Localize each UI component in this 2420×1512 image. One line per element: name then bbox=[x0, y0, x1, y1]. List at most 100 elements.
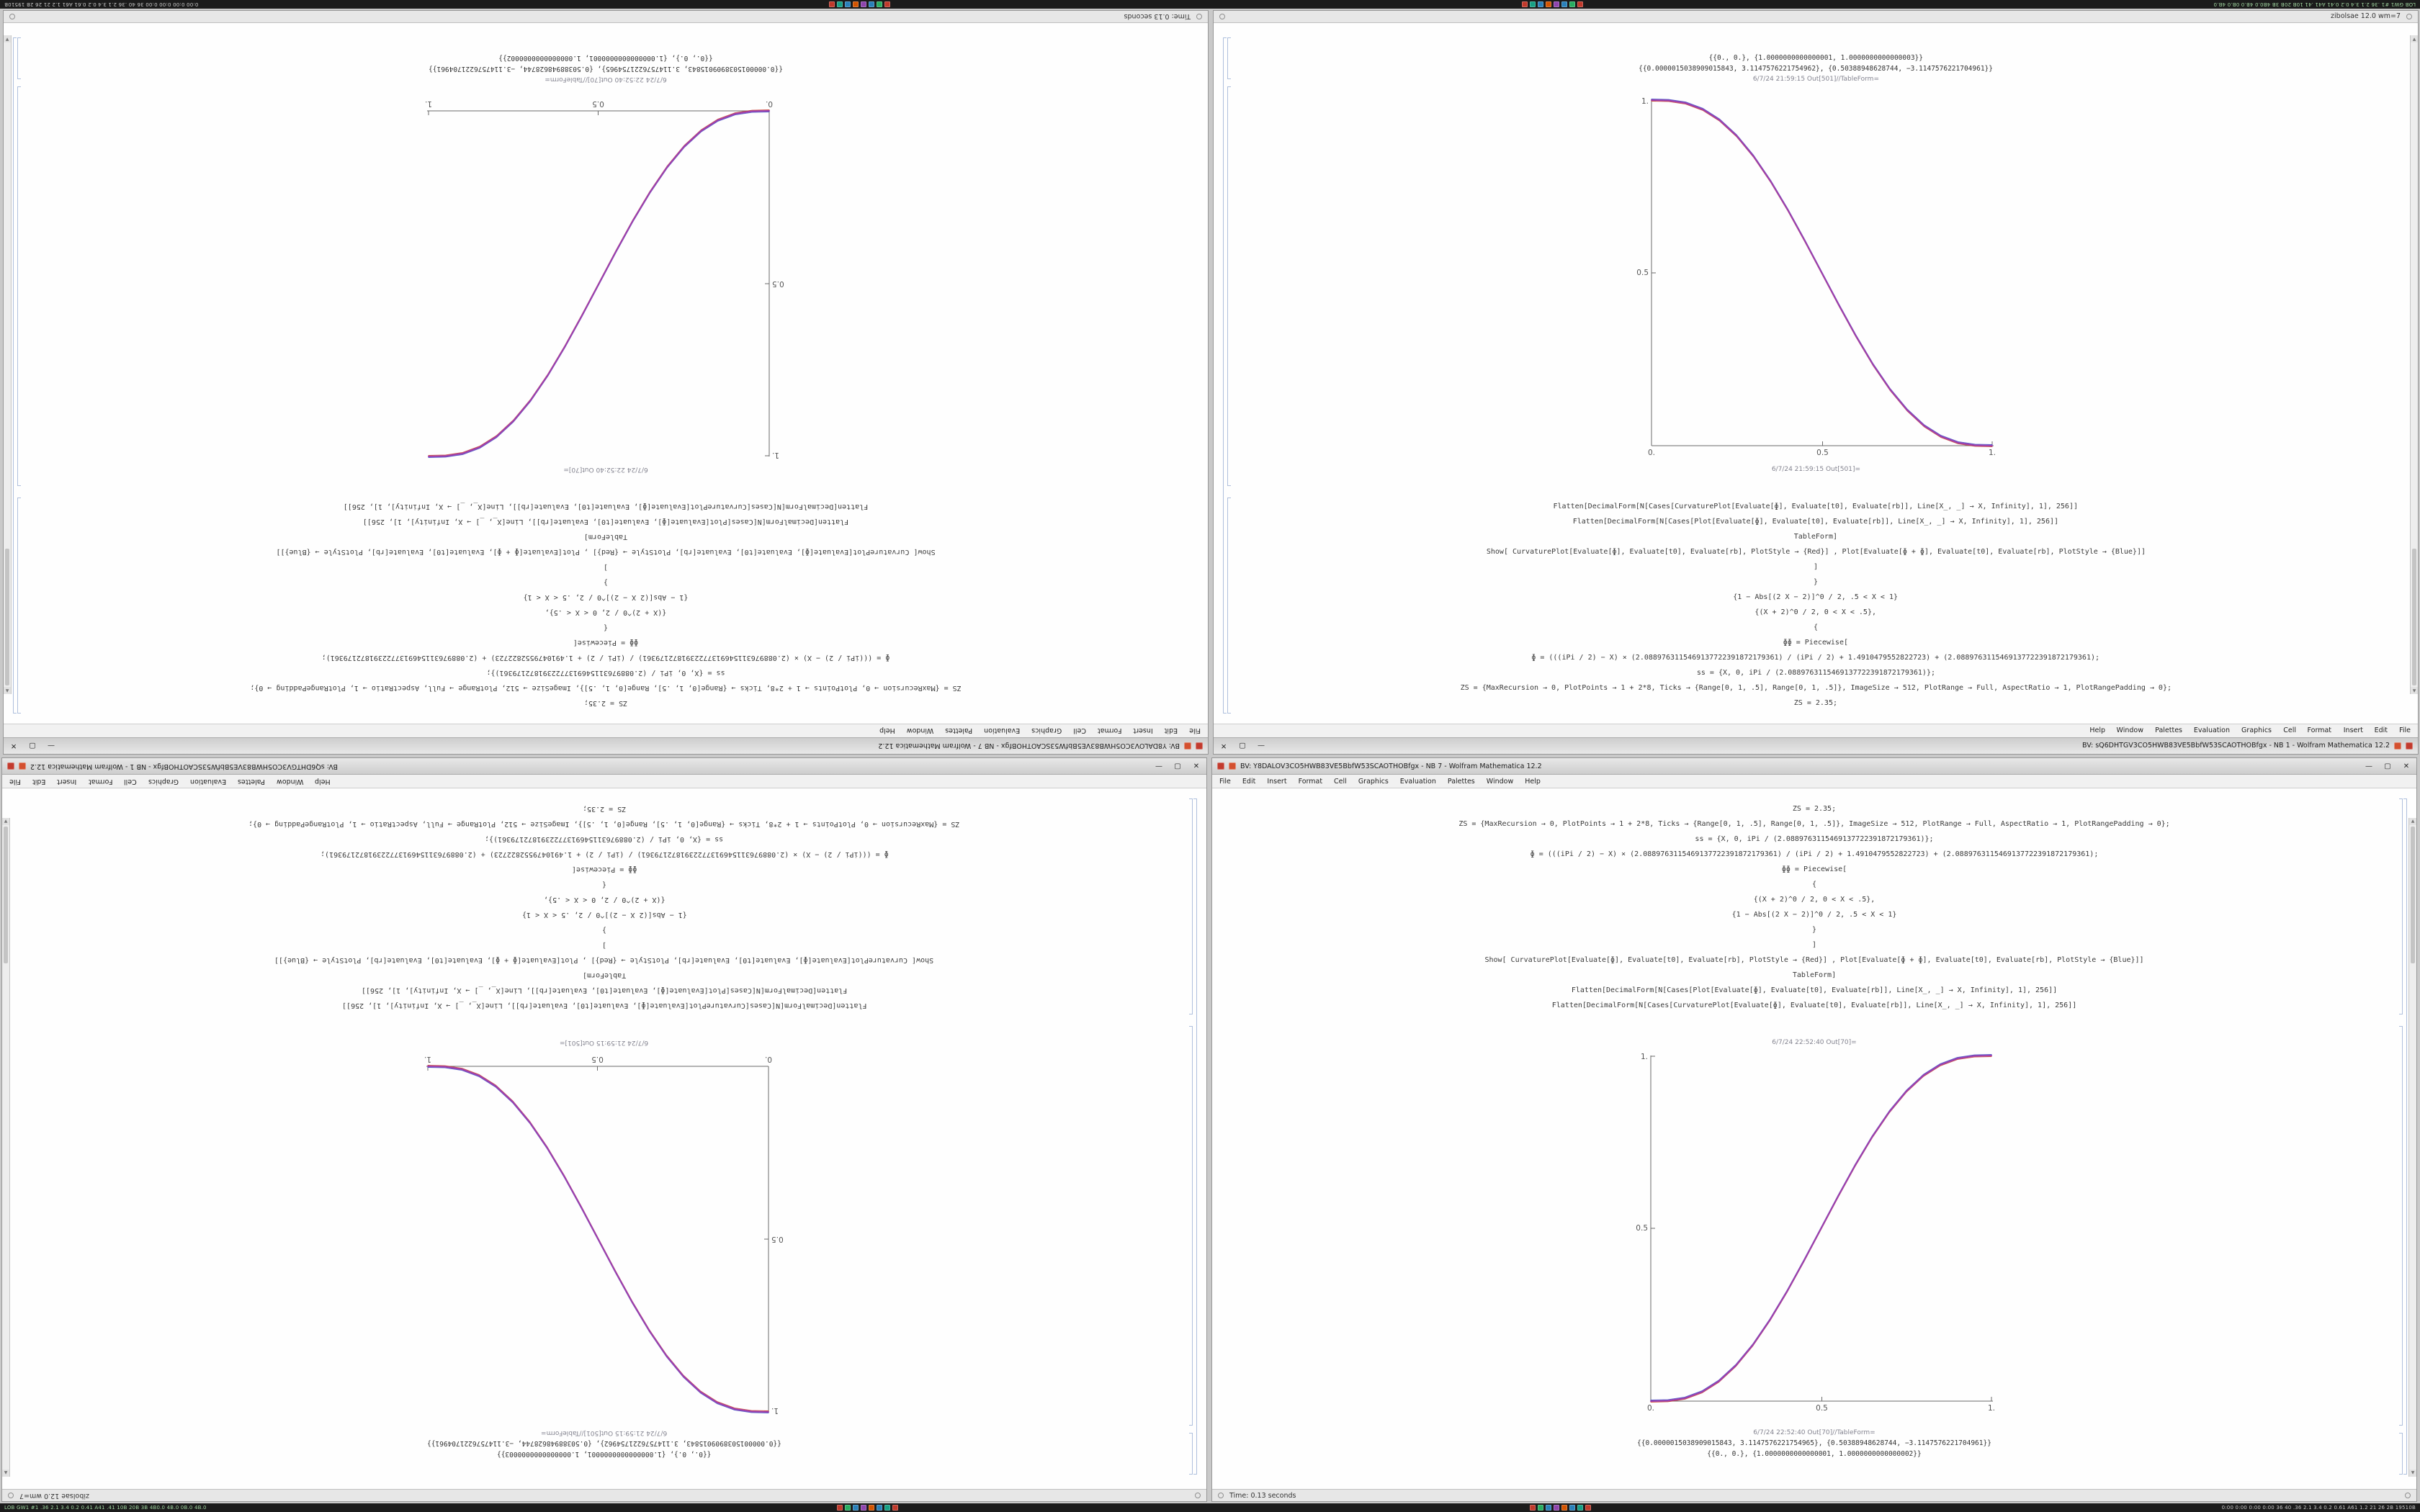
app-icon-8[interactable] bbox=[1585, 1505, 1592, 1511]
input-cell[interactable]: ZS = 2.35; ZS = {MaxRecursion → 0, PlotP… bbox=[1458, 801, 2169, 1013]
close-button[interactable]: ✕ bbox=[2403, 762, 2410, 770]
app-icon-8[interactable] bbox=[828, 1, 835, 7]
menu-item-window[interactable]: Window bbox=[906, 726, 934, 735]
cell-bracket-group[interactable] bbox=[2403, 798, 2407, 1475]
app-icon-8[interactable] bbox=[1522, 1, 1528, 7]
title-bar[interactable]: BV: Y8DALOV3CO5HWB83VE5BbfW53SCAOTHOBfgx… bbox=[1212, 758, 2416, 775]
scroll-down-arrow-icon[interactable]: ▼ bbox=[2411, 35, 2418, 42]
scroll-up-arrow-icon[interactable]: ▲ bbox=[2409, 818, 2416, 825]
menu-item-window[interactable]: Window bbox=[276, 777, 304, 786]
cell-bracket-group[interactable] bbox=[13, 37, 17, 714]
app-icon-6[interactable] bbox=[844, 1, 851, 7]
app-icon-3[interactable] bbox=[1561, 1, 1567, 7]
menu-item-file[interactable]: File bbox=[9, 777, 21, 786]
cell-bracket-input[interactable] bbox=[2399, 798, 2403, 1014]
maximize-button[interactable]: ▢ bbox=[29, 742, 36, 750]
resize-grip-icon[interactable] bbox=[1195, 1493, 1201, 1498]
app-icon-6[interactable] bbox=[877, 1505, 882, 1511]
menu-item-cell[interactable]: Cell bbox=[1334, 777, 1347, 786]
cell-bracket-table[interactable] bbox=[2399, 1433, 2403, 1475]
menu-item-file[interactable]: File bbox=[2399, 726, 2411, 735]
menu-item-insert[interactable]: Insert bbox=[1133, 726, 1153, 735]
menu-item-edit[interactable]: Edit bbox=[2374, 726, 2388, 735]
vertical-scrollbar[interactable]: ▲ ▼ bbox=[4, 35, 12, 694]
app-icon-2[interactable] bbox=[845, 1505, 851, 1511]
menu-item-evaluation[interactable]: Evaluation bbox=[984, 726, 1021, 735]
app-icon-5[interactable] bbox=[1546, 1, 1551, 7]
resize-grip-icon[interactable] bbox=[2405, 1493, 2411, 1498]
scrollbar-thumb[interactable] bbox=[4, 827, 8, 963]
app-icon-3[interactable] bbox=[853, 1505, 859, 1511]
cell-bracket-group[interactable] bbox=[1193, 798, 1197, 1475]
cell-bracket-table[interactable] bbox=[1189, 1433, 1193, 1475]
menu-item-help[interactable]: Help bbox=[879, 726, 895, 735]
cell-bracket-group[interactable] bbox=[1223, 37, 1227, 714]
app-icon-8[interactable] bbox=[892, 1505, 898, 1511]
scroll-down-arrow-icon[interactable]: ▼ bbox=[4, 35, 11, 42]
status-zoom-icon[interactable] bbox=[2406, 14, 2412, 19]
menu-item-evaluation[interactable]: Evaluation bbox=[2194, 726, 2231, 735]
menu-item-evaluation[interactable]: Evaluation bbox=[189, 777, 226, 786]
menu-item-edit[interactable]: Edit bbox=[32, 777, 46, 786]
menu-item-edit[interactable]: Edit bbox=[1242, 777, 1256, 786]
title-bar[interactable]: BV: sQ6DHTGV3CO5HWB83VE5BbfW53SCAOTHOBfg… bbox=[2, 758, 1206, 775]
app-icon-5[interactable] bbox=[869, 1505, 874, 1511]
menu-item-palettes[interactable]: Palettes bbox=[2155, 726, 2183, 735]
cell-bracket-plot[interactable] bbox=[1189, 1026, 1193, 1426]
vertical-scrollbar[interactable]: ▲ ▼ bbox=[2, 818, 10, 1477]
input-cell[interactable]: ZS = 2.35; ZS = {MaxRecursion → 0, PlotP… bbox=[1460, 499, 2171, 711]
menu-item-help[interactable]: Help bbox=[315, 777, 331, 786]
menu-item-palettes[interactable]: Palettes bbox=[237, 777, 265, 786]
app-icon-6[interactable] bbox=[1569, 1505, 1576, 1511]
app-icon-2[interactable] bbox=[1538, 1505, 1544, 1511]
menu-item-help[interactable]: Help bbox=[2089, 726, 2105, 735]
cell-bracket-plot[interactable] bbox=[2399, 1026, 2403, 1426]
app-icon-2[interactable] bbox=[876, 1, 882, 7]
cell-bracket-table[interactable] bbox=[17, 37, 21, 79]
scrollbar-thumb[interactable] bbox=[2411, 827, 2415, 963]
cell-bracket-table[interactable] bbox=[1227, 37, 1231, 79]
maximize-button[interactable]: ▢ bbox=[2384, 762, 2391, 770]
menu-item-evaluation[interactable]: Evaluation bbox=[1399, 777, 1436, 786]
app-icon-1[interactable] bbox=[1577, 1, 1583, 7]
menu-item-palettes[interactable]: Palettes bbox=[945, 726, 973, 735]
menu-item-insert[interactable]: Insert bbox=[2343, 726, 2363, 735]
scrollbar-thumb[interactable] bbox=[2412, 549, 2416, 685]
menu-item-file[interactable]: File bbox=[1189, 726, 1201, 735]
menu-item-window[interactable]: Window bbox=[2116, 726, 2144, 735]
cell-bracket-input[interactable] bbox=[1227, 498, 1231, 714]
app-icon-1[interactable] bbox=[837, 1505, 843, 1511]
menu-item-insert[interactable]: Insert bbox=[1267, 777, 1287, 786]
scroll-up-arrow-icon[interactable]: ▲ bbox=[4, 687, 11, 694]
menu-item-format[interactable]: Format bbox=[1298, 777, 1323, 786]
maximize-button[interactable]: ▢ bbox=[1174, 762, 1181, 770]
app-icon-2[interactable] bbox=[1569, 1, 1575, 7]
app-icon-6[interactable] bbox=[1538, 1, 1543, 7]
app-icon-7[interactable] bbox=[836, 1, 843, 7]
scroll-down-arrow-icon[interactable]: ▼ bbox=[2409, 1470, 2416, 1477]
title-bar[interactable]: BV: Y8DALOV3CO5HWB83VE5BbfW53SCAOTHOBfgx… bbox=[4, 737, 1208, 754]
app-icon-5[interactable] bbox=[1561, 1505, 1568, 1511]
close-button[interactable]: ✕ bbox=[1193, 762, 1200, 770]
app-icon-7[interactable] bbox=[1577, 1505, 1584, 1511]
close-button[interactable]: ✕ bbox=[10, 742, 17, 750]
input-cell[interactable]: ZS = 2.35; ZS = {MaxRecursion → 0, PlotP… bbox=[250, 499, 961, 711]
scroll-down-arrow-icon[interactable]: ▼ bbox=[2, 1470, 9, 1477]
app-icon-7[interactable] bbox=[1530, 1, 1536, 7]
close-button[interactable]: ✕ bbox=[1220, 742, 1227, 750]
cell-bracket-plot[interactable] bbox=[17, 86, 21, 486]
menu-item-format[interactable]: Format bbox=[88, 777, 113, 786]
app-icon-7[interactable] bbox=[884, 1505, 890, 1511]
cell-bracket-input[interactable] bbox=[17, 498, 21, 714]
menu-item-graphics[interactable]: Graphics bbox=[1358, 777, 1389, 786]
app-icon-4[interactable] bbox=[861, 1505, 866, 1511]
menu-item-edit[interactable]: Edit bbox=[1164, 726, 1178, 735]
resize-grip-icon[interactable] bbox=[9, 14, 15, 19]
app-icon-4[interactable] bbox=[1554, 1, 1559, 7]
status-zoom-icon[interactable] bbox=[1218, 1493, 1224, 1498]
menu-item-cell[interactable]: Cell bbox=[124, 777, 137, 786]
menu-item-graphics[interactable]: Graphics bbox=[1031, 726, 1062, 735]
resize-grip-icon[interactable] bbox=[1219, 14, 1225, 19]
minimize-button[interactable]: — bbox=[2365, 762, 2372, 770]
menu-item-graphics[interactable]: Graphics bbox=[2241, 726, 2272, 735]
